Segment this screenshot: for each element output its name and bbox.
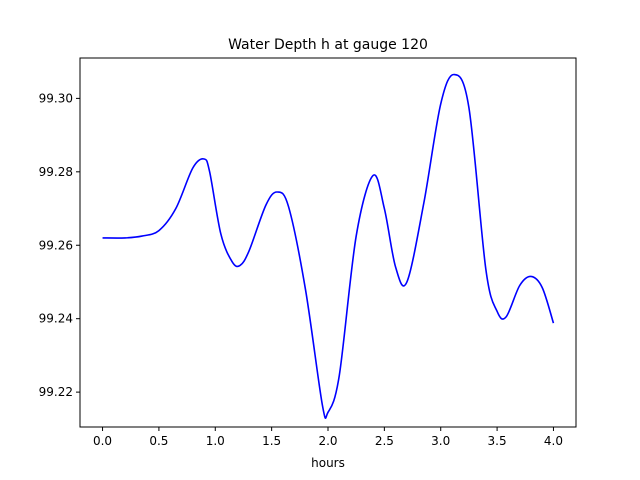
- x-tick-label: 3.0: [431, 434, 450, 448]
- plot-area: 0.0 0.5 1.0 1.5 2.0 2.5 3.0 3.5 4.0 99.22 99.24 99.…: [39, 57, 577, 448]
- series-line-0: [102, 73, 555, 419]
- x-tick-label: 2.0: [318, 434, 337, 448]
- y-tick-label: 99.26: [39, 238, 73, 252]
- y-tick-label: 99.28: [39, 165, 73, 179]
- x-tick-label: 1.5: [262, 434, 281, 448]
- x-tick-label: 3.5: [488, 434, 507, 448]
- y-tick-label: 99.30: [39, 91, 73, 105]
- x-axis-label: hours: [311, 456, 345, 470]
- chart-title: Water Depth h at gauge 120: [228, 37, 428, 53]
- x-tick-label: 0.0: [93, 434, 112, 448]
- x-tick-label: 4.0: [544, 434, 563, 448]
- x-tick-label: 2.5: [375, 434, 394, 448]
- y-tick-label: 99.22: [39, 385, 73, 399]
- x-tick-label: 1.0: [206, 434, 225, 448]
- y-tick-label: 99.24: [39, 312, 73, 326]
- x-tick-label: 0.5: [149, 434, 168, 448]
